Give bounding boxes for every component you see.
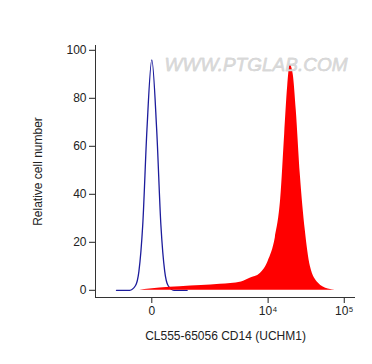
svg-text:80: 80 xyxy=(73,91,87,105)
svg-text:10⁴: 10⁴ xyxy=(259,304,278,318)
svg-text:40: 40 xyxy=(73,187,87,201)
svg-text:0: 0 xyxy=(80,283,87,297)
svg-text:60: 60 xyxy=(73,139,87,153)
svg-text:10⁵: 10⁵ xyxy=(335,304,353,318)
svg-text:100: 100 xyxy=(66,43,86,57)
svg-text:Relative cell number: Relative cell number xyxy=(31,117,45,226)
svg-text:0: 0 xyxy=(148,304,155,318)
svg-text:CL555-65056 CD14 (UCHM1): CL555-65056 CD14 (UCHM1) xyxy=(145,329,306,343)
svg-text:WWW.PTGLAB.COM: WWW.PTGLAB.COM xyxy=(165,54,348,75)
svg-text:20: 20 xyxy=(73,235,87,249)
